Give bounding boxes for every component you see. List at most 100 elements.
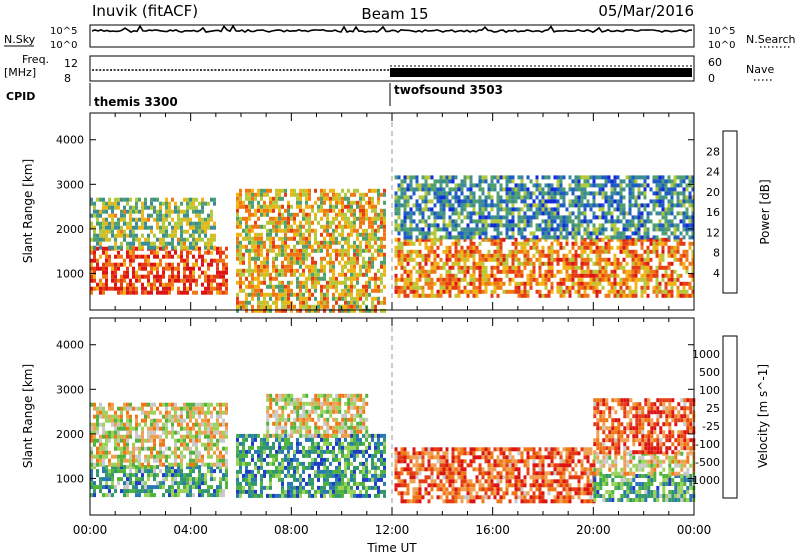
panel0-cell-r3 [520, 273, 524, 278]
panel0-cell-r2 [338, 208, 341, 213]
panel0-cell-r4 [607, 175, 611, 180]
panel1-cell-r0 [171, 485, 174, 490]
panel0-cell-r4 [616, 219, 620, 224]
panel1-cell-r0 [144, 493, 147, 498]
panel0-cell-r0 [147, 254, 150, 259]
panel0-cell-r0 [216, 290, 219, 295]
panel0-cell-r4 [559, 231, 563, 236]
panel0-cell-r3 [553, 237, 557, 242]
panel0-cell-r4 [427, 187, 431, 192]
panel0-cell-r2 [308, 272, 311, 277]
panel1-cell-r2 [266, 485, 269, 490]
panel1-cell-r0 [171, 481, 174, 486]
panel0-cell-r2 [266, 300, 269, 305]
panel0-cell-r3 [469, 289, 473, 294]
panel0-cell-r0 [90, 258, 93, 263]
panel1-cell-r0 [105, 493, 108, 498]
panel1-cell-r1 [207, 430, 210, 435]
panel1-cell-r1 [96, 426, 99, 431]
noise-sky-trace [91, 24, 693, 34]
panel0-cell-r4 [628, 179, 632, 184]
panel1-cell-r1 [183, 402, 186, 407]
panel0-cell-r4 [676, 183, 680, 188]
panel0-cell-r3 [571, 261, 575, 266]
panel0-cell-r4 [421, 227, 425, 232]
panel0-cell-r3 [517, 265, 521, 270]
panel0-cell-r3 [457, 257, 461, 262]
panel0-cell-r4 [517, 195, 521, 200]
panel0-cell-r4 [400, 187, 404, 192]
panel1-cell-r1 [144, 418, 147, 423]
panel0-cell-r4 [568, 215, 572, 220]
panel0-cell-r2 [380, 236, 383, 241]
panel0-cell-r4 [439, 211, 443, 216]
panel0-cell-r4 [601, 187, 605, 192]
panel0-cell-r3 [607, 289, 611, 294]
panel0-cell-r3 [445, 253, 449, 258]
panel0-cell-r2 [332, 292, 335, 297]
panel0-cell-r3 [685, 265, 689, 270]
panel0-cell-r4 [634, 223, 638, 228]
panel0-cell-r3 [424, 281, 428, 286]
panel0-cell-r1 [135, 197, 138, 202]
panel0-cell-r3 [583, 237, 587, 242]
panel0-cell-r3 [622, 281, 626, 286]
panel1-cell-r0 [108, 489, 111, 494]
panel0-cell-r1 [93, 201, 96, 206]
panel0-cell-r2 [257, 240, 260, 245]
panel0-cell-r2 [242, 228, 245, 233]
panel0-cell-r4 [577, 227, 581, 232]
panel0-cell-r4 [400, 223, 404, 228]
panel0-cell-r2 [338, 224, 341, 229]
panel0-cell-r2 [362, 292, 365, 297]
panel0-cell-r2 [362, 260, 365, 265]
panel0-cell-r4 [631, 187, 635, 192]
panel0-cell-r4 [610, 199, 614, 204]
panel0-cell-r2 [344, 276, 347, 281]
panel0-cell-r1 [171, 233, 174, 238]
panel1-cell-r0 [195, 477, 198, 482]
panel0-cell-r0 [207, 262, 210, 267]
panel0-cell-r2 [245, 292, 248, 297]
panel0-cell-r3 [580, 273, 584, 278]
panel0-cell-r4 [550, 191, 554, 196]
panel0-cell-r3 [544, 293, 548, 298]
panel0-cell-r3 [403, 237, 407, 242]
panel0-cell-r2 [275, 292, 278, 297]
panel0-cell-r3 [592, 277, 596, 282]
panel1-cell-r0 [192, 485, 195, 490]
panel0-cell-r2 [257, 224, 260, 229]
panel0-cell-r3 [436, 253, 440, 258]
panel1-cell-r1 [129, 406, 132, 411]
panel0-cell-r2 [302, 248, 305, 253]
panel0-cell-r0 [162, 270, 165, 275]
panel0-cell-r0 [135, 254, 138, 259]
panel0-cell-r4 [616, 207, 620, 212]
panel0-cell-r3 [622, 289, 626, 294]
panel0-cell-r4 [448, 199, 452, 204]
panel1-cell-r1 [180, 426, 183, 431]
panel0-cell-r4 [640, 223, 644, 228]
panel1-cell-r1 [219, 410, 222, 415]
panel0-cell-r2 [308, 236, 311, 241]
panel0-cell-r3 [487, 249, 491, 254]
panel0-cell-r4 [676, 195, 680, 200]
panel1-cell-r0 [183, 473, 186, 478]
panel0-cell-r0 [177, 290, 180, 295]
panel1-cell-r1 [210, 434, 213, 439]
panel1-cell-r1 [192, 438, 195, 443]
panel0-cell-r3 [394, 289, 398, 294]
panel0-cell-r0 [180, 250, 183, 255]
panel1-cell-r0 [201, 489, 204, 494]
panel0-cell-r3 [661, 257, 665, 262]
panel0-cell-r4 [583, 179, 587, 184]
panel0-cell-r4 [448, 235, 452, 240]
panel0-cell-r2 [275, 228, 278, 233]
panel0-cell-r3 [538, 253, 542, 258]
panel0-cell-r0 [132, 266, 135, 271]
panel0-cell-r4 [607, 219, 611, 224]
panel0-cell-r3 [685, 289, 689, 294]
panel0-cell-r3 [589, 281, 593, 286]
panel1-cell-r2 [251, 433, 254, 438]
panel0-cell-r4 [499, 215, 503, 220]
